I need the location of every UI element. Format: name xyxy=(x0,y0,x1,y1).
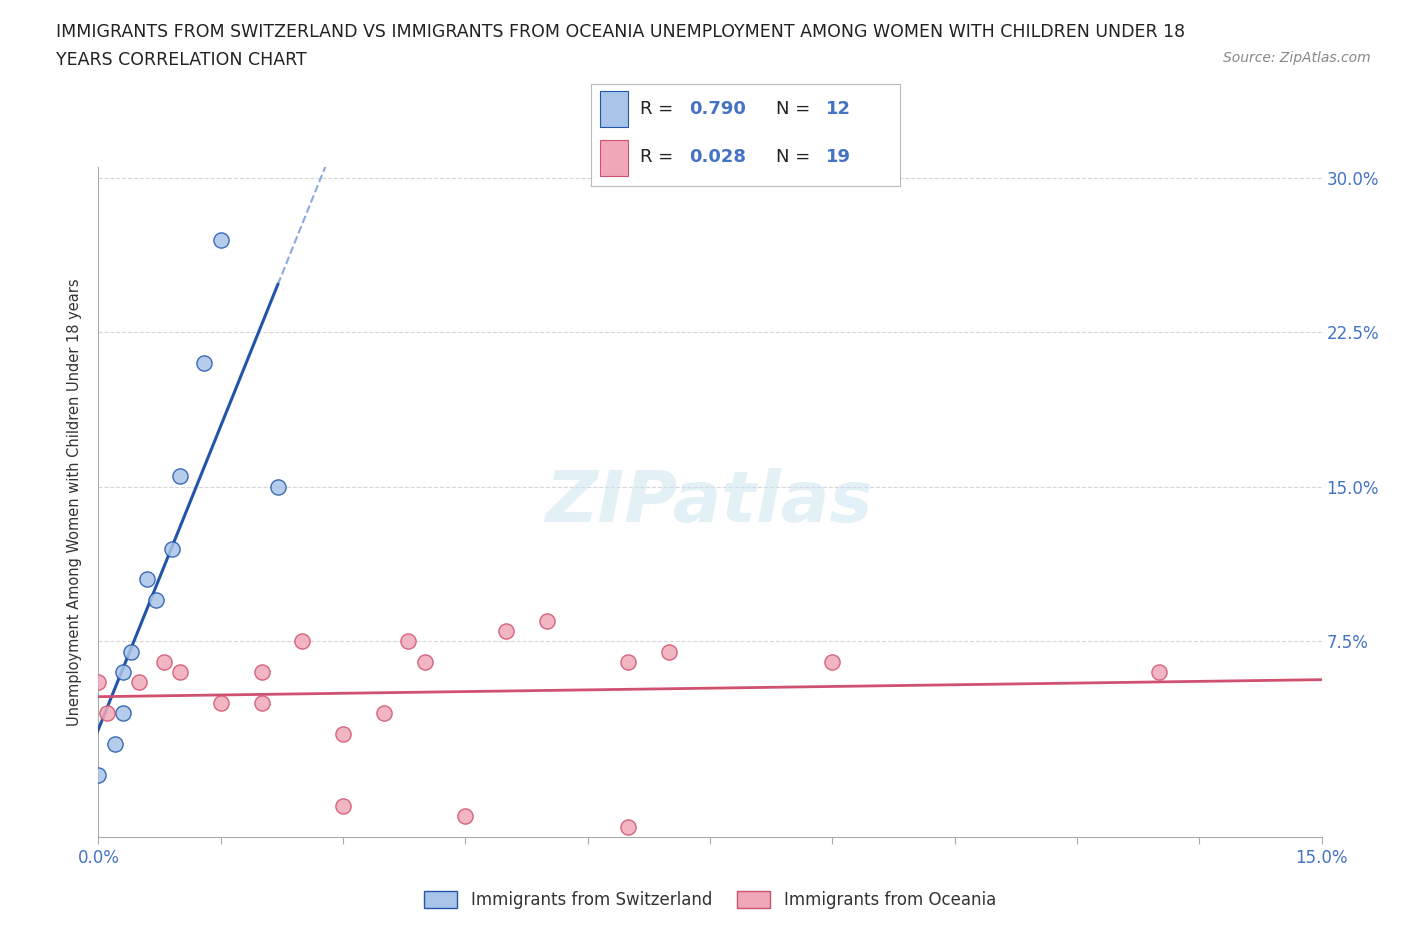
Point xyxy=(193,355,215,370)
Point xyxy=(413,655,436,670)
Point xyxy=(169,469,191,484)
Point xyxy=(104,737,127,751)
Point xyxy=(87,675,110,690)
Point xyxy=(87,768,110,783)
Point xyxy=(169,665,191,680)
Point xyxy=(332,726,354,741)
Text: ZIPatlas: ZIPatlas xyxy=(547,468,873,537)
Y-axis label: Unemployment Among Women with Children Under 18 years: Unemployment Among Women with Children U… xyxy=(67,278,83,726)
Point xyxy=(120,644,142,659)
FancyBboxPatch shape xyxy=(600,91,627,126)
Point xyxy=(1147,665,1170,680)
Point xyxy=(209,232,232,247)
Point xyxy=(821,655,844,670)
Text: 0.790: 0.790 xyxy=(689,100,747,118)
Text: 19: 19 xyxy=(825,149,851,166)
Text: IMMIGRANTS FROM SWITZERLAND VS IMMIGRANTS FROM OCEANIA UNEMPLOYMENT AMONG WOMEN : IMMIGRANTS FROM SWITZERLAND VS IMMIGRANT… xyxy=(56,23,1185,41)
Point xyxy=(617,819,640,834)
Point xyxy=(536,613,558,628)
Text: 0.028: 0.028 xyxy=(689,149,747,166)
Text: R =: R = xyxy=(640,149,679,166)
Point xyxy=(128,675,150,690)
Text: YEARS CORRELATION CHART: YEARS CORRELATION CHART xyxy=(56,51,307,69)
Point xyxy=(267,479,290,494)
Point xyxy=(396,634,419,649)
Point xyxy=(495,623,517,638)
FancyBboxPatch shape xyxy=(600,140,627,176)
Point xyxy=(111,665,134,680)
Text: 12: 12 xyxy=(825,100,851,118)
Text: N =: N = xyxy=(776,149,815,166)
Point xyxy=(250,696,273,711)
Point xyxy=(658,644,681,659)
Point xyxy=(145,592,167,607)
Point xyxy=(160,541,183,556)
Point xyxy=(111,706,134,721)
Point xyxy=(152,655,174,670)
Point xyxy=(96,706,118,721)
Point xyxy=(617,655,640,670)
Point xyxy=(373,706,395,721)
Point xyxy=(291,634,314,649)
Point xyxy=(454,809,477,824)
Point xyxy=(250,665,273,680)
Text: Source: ZipAtlas.com: Source: ZipAtlas.com xyxy=(1223,51,1371,65)
Point xyxy=(209,696,232,711)
Point xyxy=(332,799,354,814)
Legend: Immigrants from Switzerland, Immigrants from Oceania: Immigrants from Switzerland, Immigrants … xyxy=(418,884,1002,916)
Point xyxy=(136,572,159,587)
Text: N =: N = xyxy=(776,100,815,118)
Text: R =: R = xyxy=(640,100,679,118)
